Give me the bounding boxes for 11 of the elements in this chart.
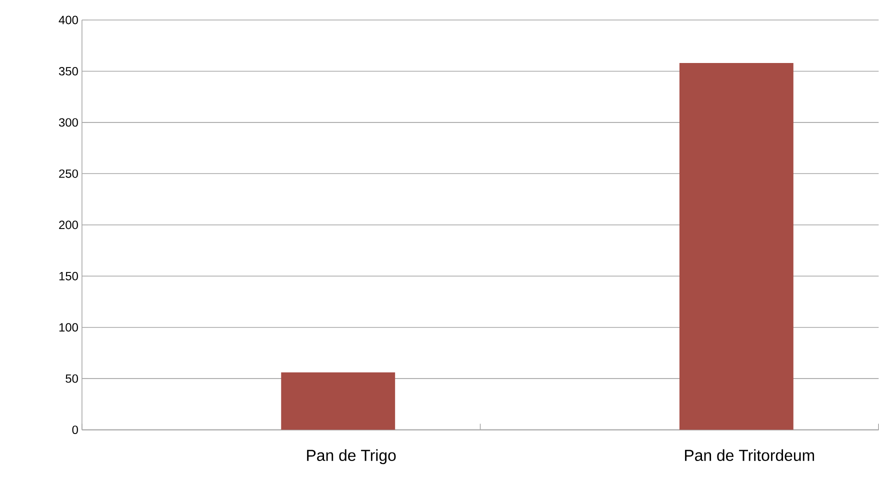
y-tick-label: 0	[72, 426, 78, 434]
y-tick-label: 200	[59, 220, 78, 230]
y-tick-label: 100	[59, 323, 78, 332]
x-tick-label: Pan de Trigo	[307, 449, 396, 464]
y-tick-label: 250	[59, 170, 78, 178]
y-tick-label: 150	[59, 272, 78, 280]
y-tick-label: 400	[58, 16, 78, 24]
y-tick-label: 300	[58, 118, 78, 127]
y-tick-label: 50	[66, 374, 78, 383]
x-tick-label: Pan de Tritordeum	[685, 449, 814, 462]
y-tick-label: 350	[58, 67, 78, 76]
